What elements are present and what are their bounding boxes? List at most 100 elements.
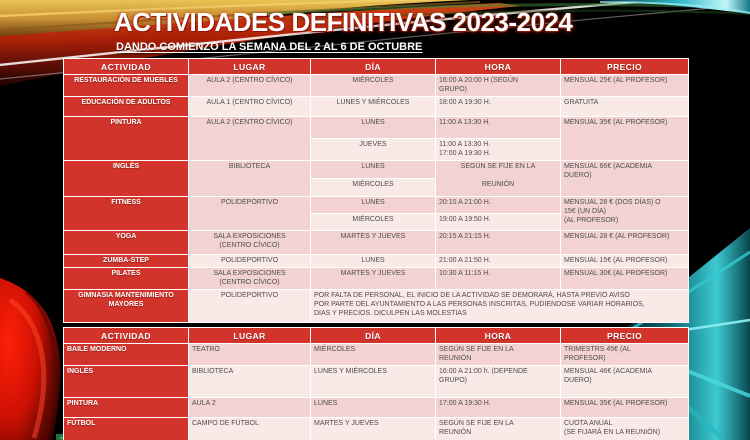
header-row: ACTIVIDAD LUGAR DÍA HORA PRECIO: [63, 58, 689, 75]
data-cell: SALA EXPOSICIONES (CENTRO CÍVICO): [188, 267, 311, 290]
data-cell: MIÉRCOLES: [310, 74, 436, 97]
data-cell: TRIMESTRS 45€ (AL PROFESOR): [560, 343, 689, 366]
column-header: DÍA: [310, 327, 436, 344]
data-cell: 21:00 A 21:50 H.: [435, 254, 561, 268]
data-cell: POR FALTA DE PERSONAL, EL INICIO DE LA A…: [310, 289, 689, 323]
data-cell: LUNES: [310, 196, 436, 214]
data-cell: CUOTA ANUAL (SE FIJARÁ EN LA REUNIÓN): [560, 417, 689, 440]
data-cell: LUNES: [310, 160, 436, 179]
data-cell: GRATUITA: [560, 96, 689, 117]
data-cell: 16:00 A 21:00 h. (DEPENDE GRUPO): [435, 365, 561, 398]
activity-cell: ZUMBA-STEP: [63, 254, 189, 268]
table-row: INGLÉS BIBLIOTECA LUNES SEGÚN SE FIJE EN LA…: [63, 160, 689, 197]
data-cell: MENSUAL 28 € (AL PROFESOR): [560, 230, 689, 255]
data-cell: SEGÚN SE FIJE EN LA REUNIÓN: [435, 160, 561, 197]
data-cell: 20:15 A 21:15 H.: [435, 230, 561, 255]
activity-cell: FITNESS: [63, 196, 189, 231]
table-row: EDUCACIÓN DE ADULTOS AULA 1 (CENTRO CÍVIC…: [63, 96, 689, 117]
data-cell: AULA 2 (CENTRO CÍVICO): [188, 116, 311, 161]
activity-cell: FÚTBOL: [63, 417, 189, 440]
tabla-actividades-principal: ACTIVIDAD LUGAR DÍA HORA PRECIO RESTAURACIÓN …: [63, 58, 689, 323]
activity-cell: INGLÉS: [63, 365, 189, 398]
data-cell: LUNES: [310, 116, 436, 139]
table-row: PINTURA AULA 2 LUNES 17:00 A 19:30 H. MENSUA…: [63, 397, 689, 418]
data-cell: MENSUAL 66€ (ACADEMIA DUERO): [560, 160, 689, 197]
table-row: FITNESS POLIDEPORTIVO LUNES 20:10 A 21:00 H…: [63, 196, 689, 231]
page-title: ACTIVIDADES DEFINITIVAS 2023-2024: [114, 7, 573, 37]
data-cell: 11:00 A 13:30 H.: [435, 116, 561, 139]
activity-cell: INGLÉS: [63, 160, 189, 197]
data-cell: MIÉRCOLES: [310, 213, 436, 231]
data-cell: LUNES Y MIÉRCOLES: [310, 96, 436, 117]
column-header: HORA: [435, 58, 561, 75]
page-subtitle: DANDO COMIENZO LA SEMANA DEL 2 AL 6 DE O…: [116, 41, 423, 53]
table-row: ZUMBA-STEP POLIDEPORTIVO LUNES 21:00 A 21:5…: [63, 254, 689, 268]
data-cell: 19:00 A 19:50 H.: [435, 213, 561, 231]
table-row: FÚTBOL CAMPO DE FÚTBOL MARTES Y JUEVES SEGÚ…: [63, 417, 689, 440]
data-cell: SEGÚN SE FIJE EN LA REUNIÓN: [435, 343, 561, 366]
activity-cell: PINTURA: [63, 116, 189, 161]
column-header: LUGAR: [188, 58, 311, 75]
data-cell: MIÉRCOLES: [310, 343, 436, 366]
table-row: MIÉRCOLES 19:00 A 19:50 H.: [64, 213, 689, 231]
data-cell: BIBLIOTECA: [188, 160, 311, 197]
table-row: YOGA SALA EXPOSICIONES (CENTRO CÍVICO) MAR…: [63, 230, 689, 255]
data-cell: MARTES Y JUEVES: [310, 417, 436, 440]
activity-cell: RESTAURACIÓN DE MUEBLES: [63, 74, 189, 97]
data-cell: AULA 2 (CENTRO CÍVICO): [188, 74, 311, 97]
data-cell: MENSUAL 35€ (AL PROFESOR): [560, 116, 689, 161]
data-cell: 16:00 A 20:00 H (SEGÚN GRUPO): [435, 74, 561, 97]
table-row: GIMNASIA MANTENIMIENTO MAYORES POLIDEPORT…: [63, 289, 689, 323]
column-header: PRECIO: [560, 58, 689, 75]
data-cell: SEGÚN SE FIJE EN LA REUNIÓN: [435, 417, 561, 440]
table-row: RESTAURACIÓN DE MUEBLES AULA 2 (CENTRO CÍ…: [63, 74, 689, 97]
activity-cell: YOGA: [63, 230, 189, 255]
table-row: JUEVES 11:00 A 13:30 H. 17:00 A 19:30 H.: [64, 138, 689, 161]
data-cell: MENSUAL 28 € (DOS DÍAS) O 15€ (UN DÍA) (…: [560, 196, 689, 231]
data-cell: LUNES: [310, 397, 436, 418]
data-cell: 17:00 A 19:30 H.: [435, 397, 561, 418]
data-cell: MENSUAL 15€ (AL PROFESOR): [560, 254, 689, 268]
data-cell: AULA 1 (CENTRO CÍVICO): [188, 96, 311, 117]
table-row: PINTURA AULA 2 (CENTRO CÍVICO) LUNES 11:00 …: [63, 116, 689, 161]
column-header: LUGAR: [188, 327, 311, 344]
column-header: DÍA: [310, 58, 436, 75]
data-cell: MENSUAL 30€ (AL PROFESOR): [560, 267, 689, 290]
column-header: HORA: [435, 327, 561, 344]
data-cell: 20:10 A 21:00 H.: [435, 196, 561, 214]
data-cell: MENSUAL 25€ (AL PROFESOR): [560, 74, 689, 97]
column-header: ACTIVIDAD: [63, 58, 189, 75]
data-cell: POLIDEPORTIVO: [188, 254, 311, 268]
data-cell: 11:00 A 13:30 H. 17:00 A 19:30 H.: [435, 138, 561, 161]
data-cell: POLIDEPORTIVO: [188, 196, 311, 231]
column-header: PRECIO: [560, 327, 689, 344]
data-cell: BIBLIOTECA: [188, 365, 311, 398]
data-cell: LUNES: [310, 254, 436, 268]
data-cell: 10:30 A 11:15 H.: [435, 267, 561, 290]
table-row: BAILE MODERNO TEATRO MIÉRCOLES SEGÚN SE FIJ…: [63, 343, 689, 366]
activity-cell: EDUCACIÓN DE ADULTOS: [63, 96, 189, 117]
data-cell: SALA EXPOSICIONES (CENTRO CÍVICO): [188, 230, 311, 255]
data-cell: POLIDEPORTIVO: [188, 289, 311, 323]
data-cell: LUNES Y MIÉRCOLES: [310, 365, 436, 398]
data-cell: AULA 2: [188, 397, 311, 418]
data-cell: JUEVES: [310, 138, 436, 161]
data-cell: MARTES Y JUEVES: [310, 267, 436, 290]
tabla-actividades-secundaria: ACTIVIDAD LUGAR DÍA HORA PRECIO BAILE MODERNO…: [63, 327, 689, 440]
table-row: PILATES SALA EXPOSICIONES (CENTRO CÍVICO)…: [63, 267, 689, 290]
data-cell: MIÉRCOLES: [310, 178, 436, 197]
activity-cell: PILATES: [63, 267, 189, 290]
data-cell: CAMPO DE FÚTBOL: [188, 417, 311, 440]
header-row: ACTIVIDAD LUGAR DÍA HORA PRECIO: [63, 327, 689, 344]
data-cell: MENSUAL 35€ (AL PROFESOR): [560, 397, 689, 418]
table-row: INGLÉS BIBLIOTECA LUNES Y MIÉRCOLES 16:00 A…: [63, 365, 689, 398]
data-cell: 18:00 A 19:30 H.: [435, 96, 561, 117]
data-cell: MARTES Y JUEVES: [310, 230, 436, 255]
data-cell: TEATRO: [188, 343, 311, 366]
column-header: ACTIVIDAD: [63, 327, 189, 344]
activity-cell: GIMNASIA MANTENIMIENTO MAYORES: [63, 289, 189, 323]
activity-cell: BAILE MODERNO: [63, 343, 189, 366]
activity-cell: PINTURA: [63, 397, 189, 418]
data-cell: MENSUAL 46€ (ACADEMIA DUERO): [560, 365, 689, 398]
